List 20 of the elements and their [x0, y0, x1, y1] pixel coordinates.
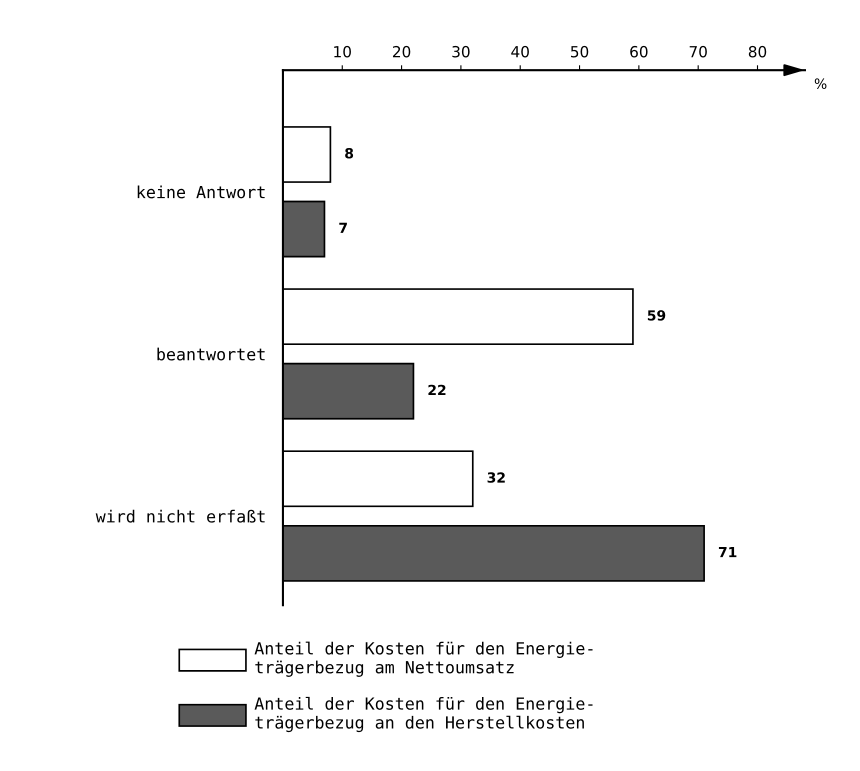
- x-tick-label: 50: [571, 46, 588, 58]
- x-tick-label: 70: [690, 46, 707, 58]
- x-axis-title: %: [814, 78, 826, 89]
- data-label: 59: [648, 310, 666, 321]
- data-label: 7: [339, 222, 347, 233]
- data-label: 71: [718, 547, 736, 558]
- x-tick-label: 30: [452, 46, 470, 58]
- y-tick-label: wird nicht erfaßt: [96, 510, 265, 523]
- data-label: 32: [488, 472, 505, 483]
- legend-label: Anteil der Kosten für den Energie- trägerbezug an den Herstellkosten: [254, 696, 593, 732]
- x-tick-label: 10: [334, 46, 351, 58]
- data-label: 8: [345, 148, 354, 159]
- x-tick-label: 80: [748, 46, 766, 58]
- x-tick-label: 40: [511, 46, 529, 58]
- y-tick-label: keine Antwort: [138, 185, 265, 198]
- x-tick-label: 20: [392, 46, 410, 58]
- legend-label: Anteil der Kosten für den Energie- trägerbezug am Nettoumsatz: [254, 642, 593, 677]
- x-tick-label: 60: [630, 46, 648, 58]
- data-label: 22: [428, 384, 446, 396]
- y-tick-label: beantwortet: [157, 348, 265, 361]
